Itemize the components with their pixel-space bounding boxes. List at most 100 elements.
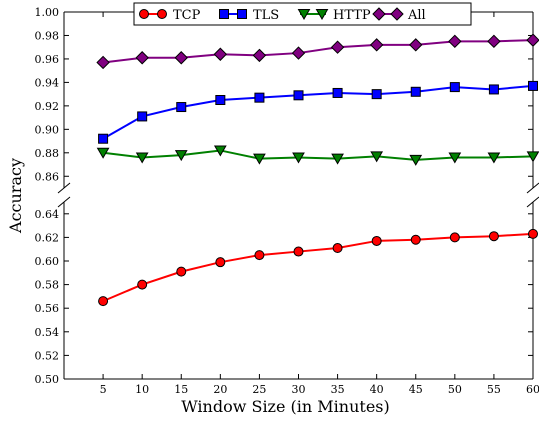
y-tick-label: 0.96 <box>35 53 60 66</box>
y-tick-label: 0.88 <box>35 147 60 160</box>
data-point-tcp <box>254 250 265 261</box>
legend-label-http: HTTP <box>333 8 371 23</box>
data-point-all <box>487 34 501 49</box>
series-line-http <box>102 149 534 161</box>
x-tick-label: 15 <box>174 383 188 396</box>
x-tick-label: 40 <box>370 383 384 396</box>
data-point-tls <box>176 102 187 113</box>
data-point-tcp <box>293 246 304 257</box>
data-point-http <box>370 151 384 163</box>
y-tick-label: 0.52 <box>35 349 60 362</box>
series-http <box>96 145 539 166</box>
x-axis-title: Window Size (in Minutes) <box>181 397 390 416</box>
axis-break-mark <box>526 182 539 194</box>
legend-label-tls: TLS <box>253 8 279 23</box>
y-tick-label: 1.00 <box>35 6 60 19</box>
x-tick-label: 30 <box>292 383 306 396</box>
series-line-tls <box>102 84 534 140</box>
y-tick-label: 0.62 <box>35 231 60 244</box>
y-tick-label: 0.56 <box>35 302 60 315</box>
legend-marker-tcp <box>157 9 167 19</box>
axis-break-mark <box>57 196 71 208</box>
data-point-http <box>174 150 188 162</box>
x-tick-label: 10 <box>135 383 149 396</box>
data-point-http <box>135 152 149 164</box>
data-point-all <box>96 55 110 70</box>
series-line-all <box>102 39 534 64</box>
data-point-all <box>369 38 384 52</box>
legend-label-tcp: TCP <box>173 8 201 23</box>
series-all <box>96 33 539 70</box>
data-point-tcp <box>488 231 499 242</box>
y-tick-label: 0.58 <box>35 279 60 292</box>
axis-break-mark <box>526 196 539 208</box>
y-tick-label: 0.64 <box>35 208 60 221</box>
y-tick-label: 0.98 <box>35 29 60 42</box>
axis-break-mark <box>57 182 71 194</box>
data-point-tls <box>293 90 304 101</box>
y-tick-label: 0.50 <box>35 373 60 386</box>
x-tick-label: 50 <box>448 383 462 396</box>
x-tick-label: 60 <box>526 383 539 396</box>
data-point-tls <box>254 92 265 103</box>
data-point-http <box>292 152 305 164</box>
y-tick-label: 0.54 <box>35 326 60 339</box>
data-point-http <box>253 153 266 165</box>
data-point-tcp <box>98 296 109 307</box>
legend: TCP TLS HTTP All <box>133 2 472 26</box>
data-point-all <box>448 34 462 49</box>
legend-marker-tls <box>237 9 247 19</box>
data-point-tls <box>98 133 109 144</box>
legend-label-all: All <box>407 8 426 23</box>
legend-marker-all <box>390 7 404 21</box>
data-point-all <box>291 46 306 60</box>
data-point-http <box>448 152 462 164</box>
data-point-tls <box>528 80 538 91</box>
x-tick-label: 25 <box>252 383 266 396</box>
x-tick-label: 20 <box>213 383 227 396</box>
data-point-tcp <box>449 232 460 243</box>
data-point-all <box>213 47 228 61</box>
series-tcp <box>98 228 538 307</box>
series-tls <box>98 80 538 144</box>
data-point-all <box>330 40 345 54</box>
y-tick-label: 0.86 <box>35 170 60 183</box>
data-point-tcp <box>215 257 226 268</box>
x-tick-label: 45 <box>409 383 423 396</box>
y-tick-label: 0.94 <box>35 76 60 89</box>
data-point-tls <box>215 95 226 105</box>
data-point-http <box>96 147 110 159</box>
x-tick-label: 5 <box>100 383 107 396</box>
data-point-all <box>409 38 423 52</box>
data-point-http <box>409 154 423 166</box>
data-point-tcp <box>176 266 187 277</box>
legend-marker-http <box>315 9 329 20</box>
data-point-tcp <box>137 279 148 290</box>
y-tick-label: 0.60 <box>35 255 60 268</box>
data-point-tcp <box>332 243 343 254</box>
x-tick-label: 55 <box>487 383 501 396</box>
legend-marker-all <box>372 7 386 21</box>
series-line-tcp <box>102 232 534 303</box>
data-point-all <box>135 51 149 65</box>
data-point-tls <box>449 82 460 93</box>
legend-marker-tls <box>219 9 229 19</box>
data-point-http <box>487 152 501 164</box>
data-point-tcp <box>410 234 421 245</box>
data-point-tls <box>371 89 382 100</box>
data-point-http <box>331 153 344 165</box>
x-tick-label: 35 <box>331 383 345 396</box>
data-point-all <box>526 33 539 47</box>
data-point-all <box>174 51 188 65</box>
data-point-tls <box>137 111 148 122</box>
data-point-tls <box>488 84 499 95</box>
y-axis-title: Accuracy <box>6 158 25 234</box>
legend-marker-http <box>297 9 311 20</box>
data-point-http <box>213 145 227 157</box>
data-point-tcp <box>371 235 382 246</box>
data-point-tls <box>332 87 343 98</box>
data-point-http <box>526 151 539 163</box>
data-point-tcp <box>528 228 538 239</box>
